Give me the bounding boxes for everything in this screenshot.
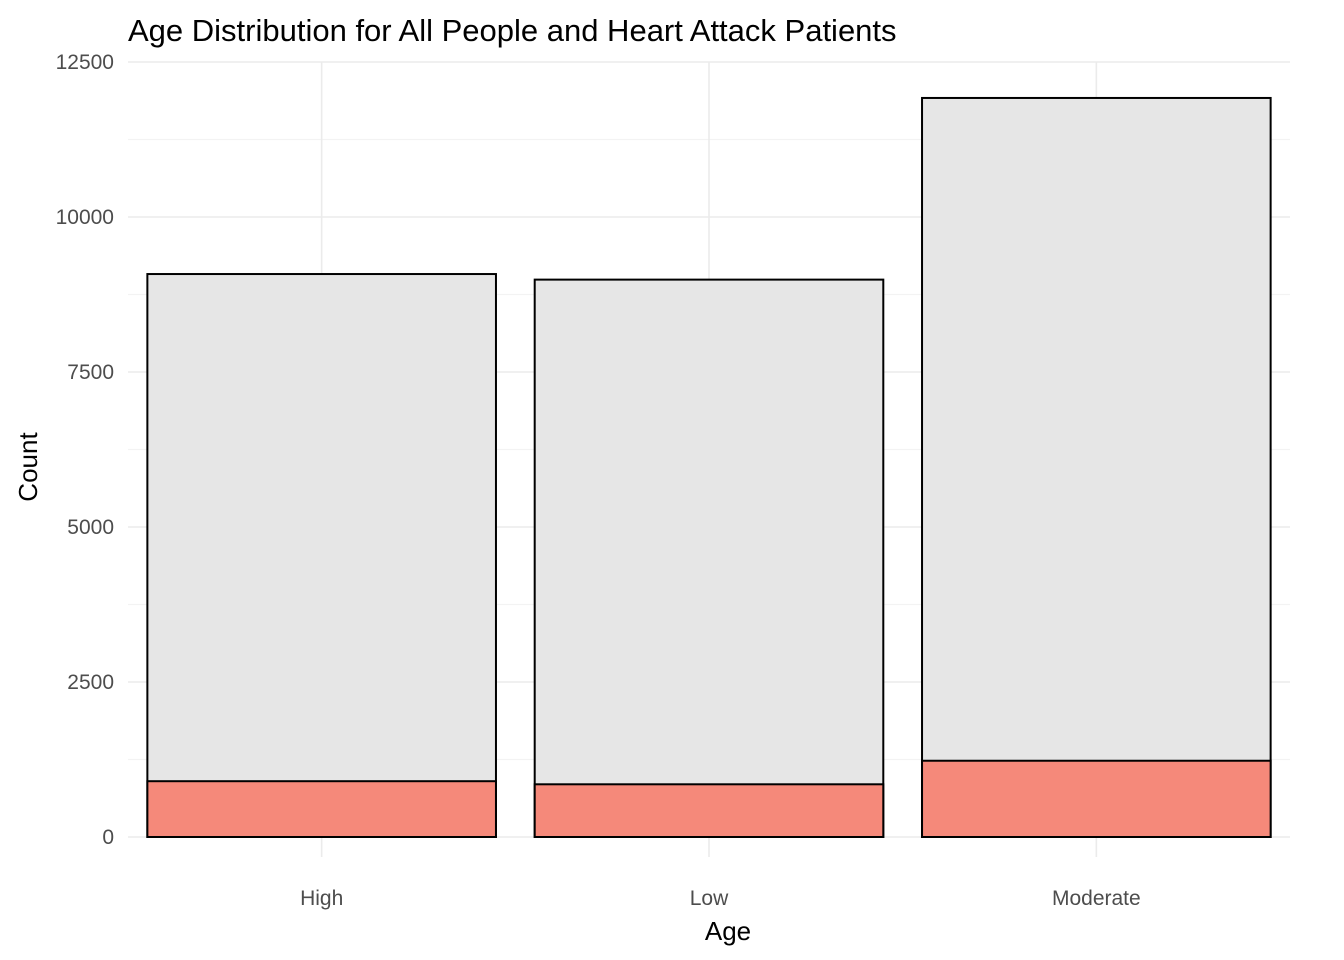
y-tick-label: 5000 [67, 516, 114, 539]
y-tick-label: 7500 [67, 361, 114, 384]
y-axis-ticks: 0 2500 5000 7500 10000 12500 [56, 51, 114, 849]
y-tick-label: 0 [102, 826, 114, 849]
bar-heart-attack-moderate [921, 759, 1272, 838]
bar-heart-attack-high [146, 780, 497, 839]
x-axis-title: Age [705, 916, 751, 946]
y-tick-label: 12500 [56, 51, 114, 74]
y-axis-title: Count [13, 432, 43, 502]
x-tick-label: Low [690, 887, 729, 910]
bar-all-people-high [146, 273, 497, 839]
bar-all-people-low [533, 278, 885, 838]
bars [146, 96, 1272, 839]
y-tick-label: 2500 [67, 671, 114, 694]
chart-title: Age Distribution for All People and Hear… [128, 13, 897, 48]
bar-all-people-moderate [921, 96, 1272, 838]
bar-heart-attack-low [533, 783, 885, 838]
y-tick-label: 10000 [56, 206, 114, 229]
x-tick-label: Moderate [1052, 887, 1141, 910]
x-axis-ticks: High Low Moderate [300, 887, 1141, 910]
x-tick-label: High [300, 887, 343, 910]
